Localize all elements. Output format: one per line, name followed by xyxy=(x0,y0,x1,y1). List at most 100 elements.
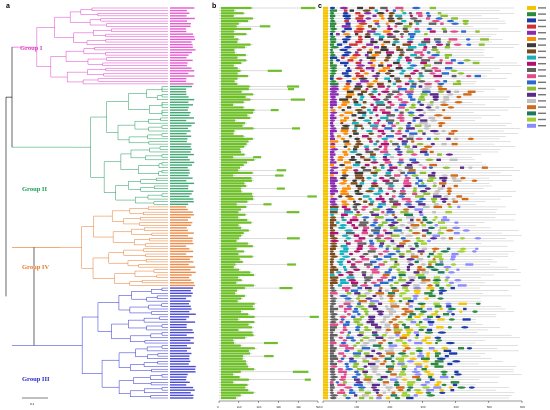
motif-box xyxy=(366,56,376,59)
motif-box xyxy=(384,331,389,334)
motif-box xyxy=(330,176,337,180)
motif-box xyxy=(378,35,385,38)
leaf-label xyxy=(170,344,187,347)
motif-box xyxy=(330,59,334,62)
motif-box xyxy=(389,166,398,169)
motif-box xyxy=(410,320,417,324)
motif-box xyxy=(323,378,328,381)
motif-box xyxy=(330,378,336,381)
exon-block xyxy=(221,67,238,70)
motif-box xyxy=(419,150,428,154)
motif-box xyxy=(369,140,373,143)
motif-box xyxy=(345,195,354,198)
motif-box xyxy=(337,158,344,162)
motif-box xyxy=(330,200,336,203)
leaf-label xyxy=(170,352,192,355)
motif-box xyxy=(388,344,398,347)
motif-box xyxy=(330,302,337,305)
motif-box xyxy=(369,116,373,120)
motif-box xyxy=(365,354,374,358)
motif-box xyxy=(399,51,405,54)
motif-box xyxy=(427,315,433,319)
motif-box xyxy=(390,378,398,381)
motif-box xyxy=(406,221,416,224)
motif-box xyxy=(345,368,354,371)
motif-box xyxy=(377,135,382,138)
motif-box xyxy=(382,383,387,387)
motif-box xyxy=(343,302,351,305)
motif-box xyxy=(323,101,328,104)
motif-box xyxy=(364,375,373,379)
motif-box xyxy=(422,360,430,363)
motif-box xyxy=(389,313,393,316)
motif-box xyxy=(369,396,374,400)
exon-block xyxy=(291,127,301,130)
motif-box xyxy=(323,347,328,350)
motif-box xyxy=(330,216,336,219)
leaf-label xyxy=(170,77,187,80)
motif-box xyxy=(422,318,432,321)
motif-box xyxy=(426,27,433,31)
motif-box xyxy=(374,326,382,329)
motif-box xyxy=(359,315,365,319)
motif-box xyxy=(349,150,358,154)
motif-box xyxy=(446,247,451,251)
motif-box xyxy=(388,320,393,324)
motif-box xyxy=(368,302,376,305)
motif-box xyxy=(401,341,408,345)
motif-box xyxy=(413,297,418,300)
motif-box xyxy=(378,354,386,358)
motif-box xyxy=(363,328,372,332)
motif-box xyxy=(365,67,375,70)
motif-box xyxy=(467,137,474,141)
motif-box xyxy=(413,368,418,371)
motif-box xyxy=(323,210,328,214)
motif-box xyxy=(330,357,339,360)
motif-box xyxy=(330,53,336,57)
motif-box xyxy=(384,357,392,360)
motif-box xyxy=(330,179,338,182)
motif-box xyxy=(351,121,359,125)
legend-label xyxy=(538,125,546,127)
motif-box xyxy=(436,158,441,162)
motif-box xyxy=(401,313,408,316)
motif-box xyxy=(399,276,403,279)
motif-box xyxy=(323,310,328,313)
motif-box xyxy=(386,85,391,88)
leaf-label xyxy=(170,386,194,389)
motif-box xyxy=(429,30,436,33)
motif-box xyxy=(448,132,455,135)
motif-box xyxy=(374,237,382,240)
motif-box xyxy=(475,247,479,251)
leaf-label xyxy=(170,200,194,203)
motif-box xyxy=(418,320,423,324)
motif-box xyxy=(406,163,413,167)
motif-box xyxy=(350,339,356,342)
exon-block xyxy=(221,203,237,206)
motif-box xyxy=(345,166,353,169)
motif-box xyxy=(420,305,425,308)
leaf-label xyxy=(170,289,191,292)
motif-box xyxy=(323,161,328,164)
motif-box xyxy=(336,135,341,138)
motif-box xyxy=(398,158,404,162)
motif-box xyxy=(405,281,412,285)
motif-box xyxy=(330,35,336,38)
motif-box xyxy=(376,394,383,397)
motif-box xyxy=(330,328,336,332)
motif-box xyxy=(330,85,339,88)
motif-box xyxy=(402,391,408,394)
motif-box xyxy=(378,203,386,206)
motif-box xyxy=(330,260,334,264)
motif-box xyxy=(412,375,420,379)
motif-box xyxy=(354,260,363,264)
motif-box xyxy=(352,216,358,219)
motif-box xyxy=(402,27,408,31)
motif-box xyxy=(430,48,439,52)
motif-box xyxy=(389,103,395,107)
motif-box xyxy=(385,244,391,248)
motif-box xyxy=(414,341,423,345)
motif-box xyxy=(454,90,460,93)
exon-block xyxy=(221,247,237,250)
exon-block xyxy=(221,132,234,135)
